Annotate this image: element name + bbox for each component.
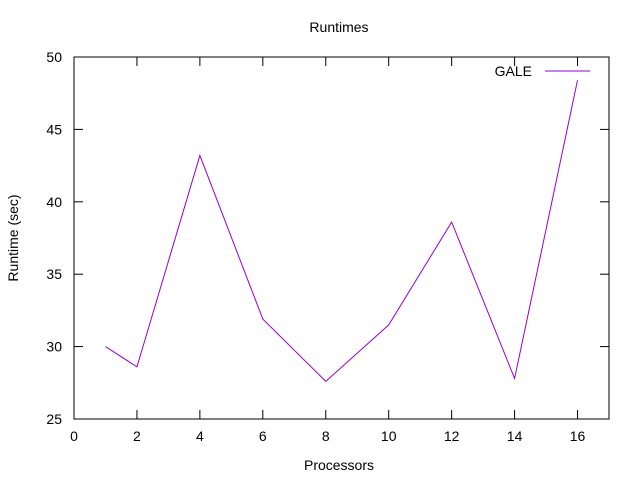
series-line-gale <box>105 80 579 383</box>
data-point <box>136 366 137 367</box>
data-point <box>262 319 263 320</box>
data-point <box>388 324 389 325</box>
data-point <box>105 346 106 347</box>
x-axis-label: Processors <box>304 457 374 473</box>
axis-ticks: 0 2 4 6 8 10 12 14 16 25 30 35 40 45 50 <box>46 49 609 444</box>
legend-label-gale: GALE <box>495 63 532 79</box>
x-tick-label: 4 <box>196 428 204 444</box>
y-axis-label: Runtime (sec) <box>5 194 21 281</box>
y-tick-label: 40 <box>46 194 62 210</box>
data-point <box>325 381 326 382</box>
data-point <box>199 155 200 156</box>
y-tick-label: 35 <box>46 266 62 282</box>
x-tick-label: 8 <box>322 428 330 444</box>
x-tick-label: 6 <box>259 428 267 444</box>
y-tick-label: 25 <box>46 411 62 427</box>
y-tick-label: 30 <box>46 339 62 355</box>
x-tick-label: 14 <box>507 428 523 444</box>
data-point <box>577 80 578 81</box>
x-tick-label: 0 <box>70 428 78 444</box>
x-tick-label: 10 <box>381 428 397 444</box>
legend: GALE <box>495 63 590 79</box>
plot-frame <box>73 56 610 420</box>
data-point <box>514 378 515 379</box>
x-tick-label: 12 <box>444 428 460 444</box>
x-tick-label: 2 <box>133 428 141 444</box>
series-layer <box>105 80 579 383</box>
x-tick-label: 16 <box>570 428 586 444</box>
y-tick-label: 45 <box>46 121 62 137</box>
y-tick-label: 50 <box>46 49 62 65</box>
chart-title: Runtimes <box>309 19 368 35</box>
data-point <box>451 222 452 223</box>
